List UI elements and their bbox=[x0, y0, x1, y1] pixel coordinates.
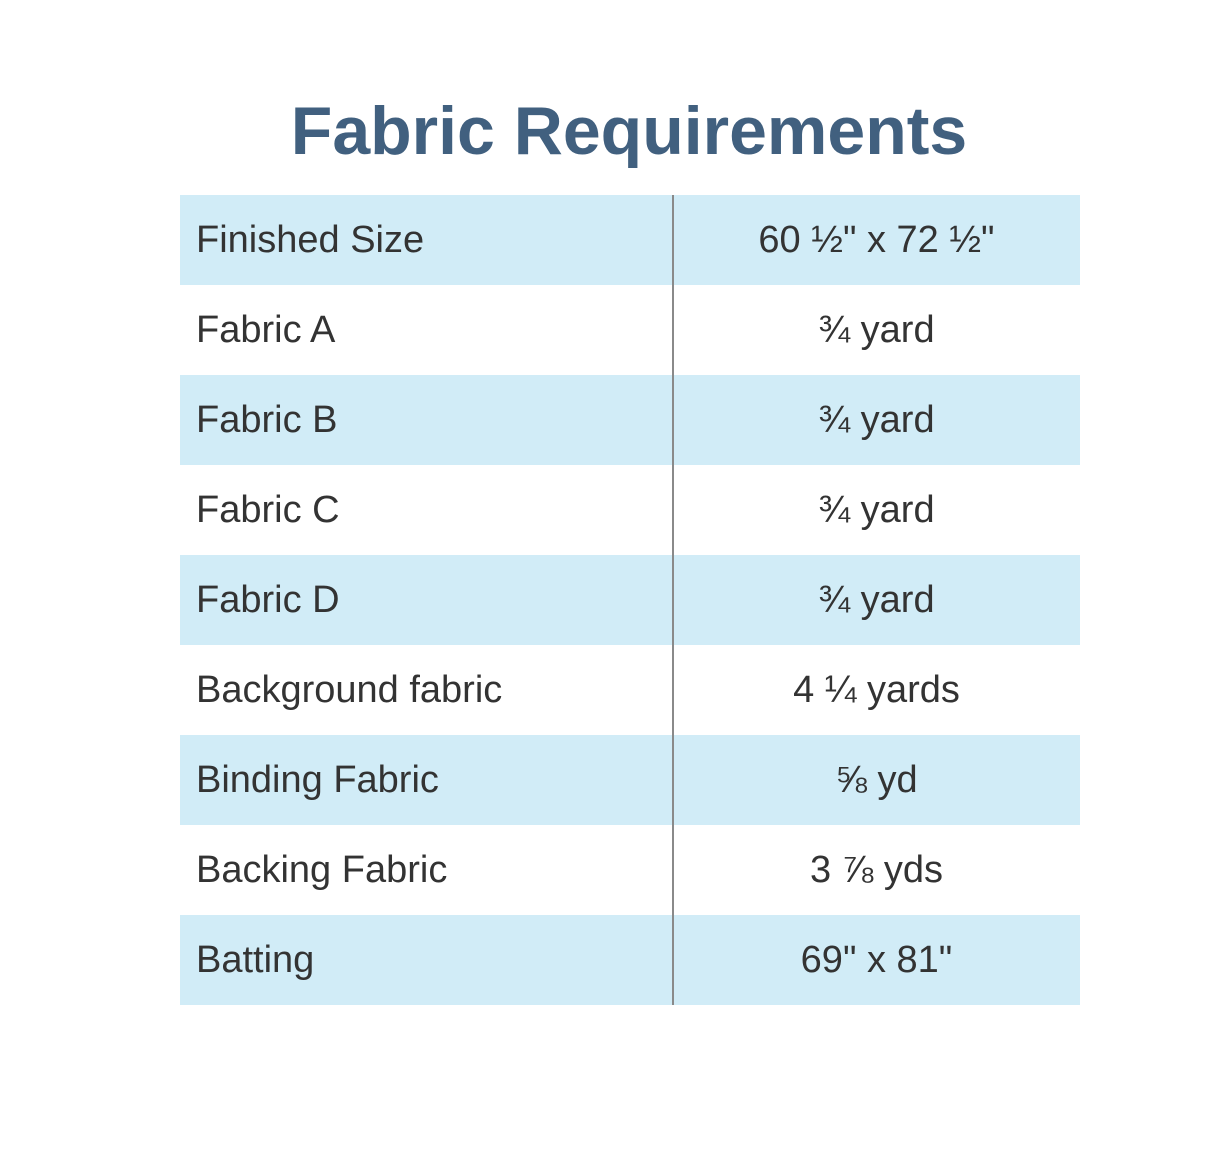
table-row: Fabric D ¾ yard bbox=[180, 555, 1080, 645]
row-label: Batting bbox=[196, 938, 315, 981]
row-value: ¾ yard bbox=[818, 308, 935, 351]
table-row: Backing Fabric 3 ⅞ yds bbox=[180, 825, 1080, 915]
row-label: Fabric C bbox=[196, 488, 340, 531]
table-row: Fabric B ¾ yard bbox=[180, 375, 1080, 465]
table-row: Batting 69" x 81" bbox=[180, 915, 1080, 1005]
table-row: Fabric A ¾ yard bbox=[180, 285, 1080, 375]
row-value: 4 ¼ yards bbox=[793, 668, 960, 711]
row-value: ¾ yard bbox=[818, 398, 935, 441]
row-value: 3 ⅞ yds bbox=[809, 848, 944, 891]
row-value: ⅝ yd bbox=[835, 758, 918, 801]
fabric-requirements-table: Finished Size 60 ½" x 72 ½" Fabric A ¾ yar… bbox=[180, 195, 1080, 1005]
row-label: Background fabric bbox=[196, 668, 503, 711]
row-label: Fabric A bbox=[196, 308, 336, 351]
row-label: Backing Fabric bbox=[196, 848, 448, 891]
column-divider bbox=[672, 195, 674, 1005]
page-title: Fabric Requirements bbox=[290, 93, 968, 169]
table-row: Fabric C ¾ yard bbox=[180, 465, 1080, 555]
row-label: Fabric D bbox=[196, 578, 340, 621]
row-value: 60 ½" x 72 ½" bbox=[758, 218, 995, 261]
table-row: Finished Size 60 ½" x 72 ½" bbox=[180, 195, 1080, 285]
row-label: Fabric B bbox=[196, 398, 338, 441]
row-label: Finished Size bbox=[196, 218, 425, 261]
row-value: 69" x 81" bbox=[800, 938, 953, 981]
table-row: Background fabric 4 ¼ yards bbox=[180, 645, 1080, 735]
row-label: Binding Fabric bbox=[196, 758, 439, 801]
row-value: ¾ yard bbox=[818, 488, 935, 531]
row-value: ¾ yard bbox=[818, 578, 935, 621]
table-row: Binding Fabric ⅝ yd bbox=[180, 735, 1080, 825]
